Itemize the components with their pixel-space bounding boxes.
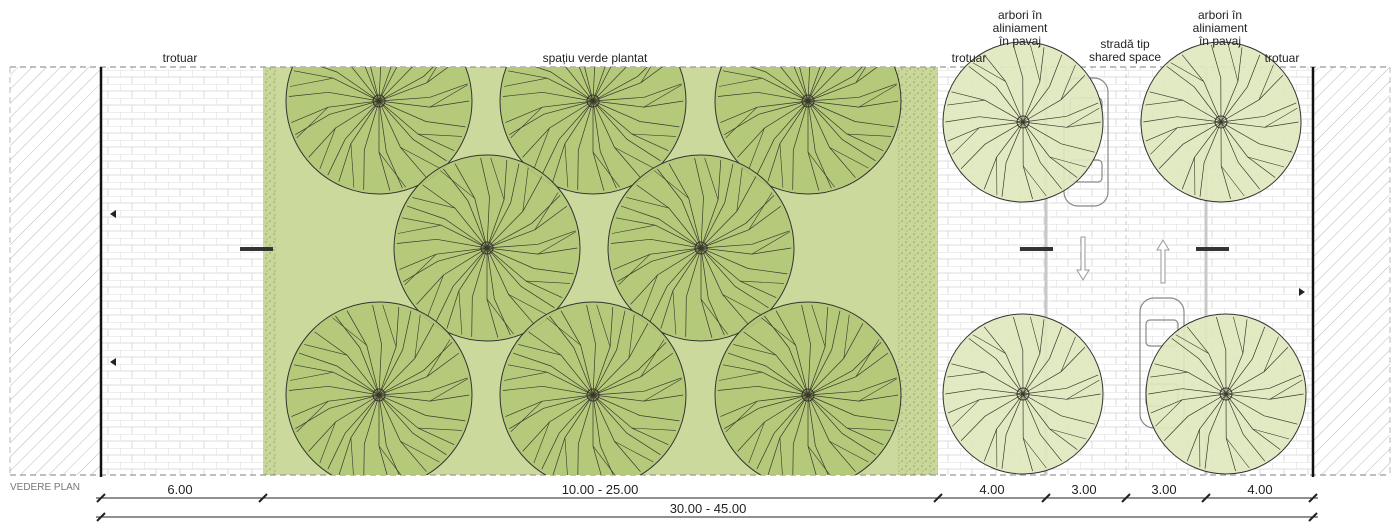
traffic-arrow-down-icon: [1076, 236, 1090, 281]
park-tree-canopy-icon: [393, 154, 581, 342]
section-marker: [1020, 247, 1053, 251]
dimension-lane-2: 3.00: [1151, 482, 1177, 497]
street-trees-label-1: arbori în aliniament în pavaj: [993, 9, 1048, 48]
left-sidewalk-paving: [101, 67, 263, 475]
dimension-lines: [96, 497, 1318, 518]
dimension-sidewalk-left: 6.00: [167, 482, 193, 497]
entrance-marker-icon: [110, 210, 116, 218]
park-tree-canopy-icon: [285, 301, 473, 475]
sidewalk-mid-label: trotuar: [951, 51, 987, 65]
dimension-lane-1: 3.00: [1071, 482, 1097, 497]
left-hatched-area: [10, 67, 101, 475]
shared-street-label-line: stradă tip: [1100, 37, 1150, 51]
park-tree-canopy-icon: [285, 67, 473, 195]
street-trees-label-line: arbori în: [997, 8, 1043, 22]
park-tree-canopy-icon: [714, 67, 902, 195]
park-tree-canopy-icon: [714, 301, 902, 475]
park-tree-canopy-icon: [499, 67, 687, 195]
entrance-marker-icon: [1299, 288, 1305, 296]
dimension-green-space: 10.00 - 25.00: [561, 482, 639, 497]
dimension-sidewalk-right: 4.00: [1247, 482, 1273, 497]
street-trees-label-line: în pavaj: [998, 34, 1042, 48]
park-tree-canopy-icon: [499, 301, 687, 475]
street-trees-label-line: arbori în: [1197, 8, 1243, 22]
dimension-sidewalk-mid: 4.00: [979, 482, 1005, 497]
plan-view-caption: VEDERE PLAN: [10, 482, 81, 493]
green-space-label: spațiu verde plantat: [542, 51, 648, 65]
street-tree-canopy-icon: [1145, 313, 1307, 475]
entrance-marker-icon: [110, 358, 116, 366]
park-tree-canopy-icon: [607, 154, 795, 342]
left-gravel-strip: [263, 67, 277, 475]
street-tree-canopy-icon: [942, 313, 1104, 475]
section-marker: [1196, 247, 1229, 251]
shared-street-label-line: shared space: [1088, 50, 1162, 64]
street-trees: [942, 41, 1307, 475]
right-hatched-area: [1313, 67, 1390, 475]
park-trees: [285, 67, 902, 475]
street-trees-label-2: arbori în aliniament în pavaj: [1193, 9, 1248, 48]
dimension-ticks: [96, 493, 1318, 522]
shared-street-label: stradă tip shared space: [1089, 38, 1161, 64]
dimension-total: 30.00 - 45.00: [669, 501, 747, 516]
street-trees-label-line: aliniament: [1192, 21, 1248, 35]
traffic-arrow-up-icon: [1156, 239, 1170, 284]
street-tree-canopy-icon: [942, 41, 1104, 203]
sidewalk-right-label: trotuar: [1264, 51, 1300, 65]
sidewalk-left-label: trotuar: [162, 51, 198, 65]
street-trees-label-line: aliniament: [992, 21, 1048, 35]
right-gravel-strip: [898, 67, 938, 475]
street-tree-canopy-icon: [1140, 41, 1302, 203]
street-trees-label-line: în pavaj: [1198, 34, 1242, 48]
section-marker: [240, 247, 273, 251]
